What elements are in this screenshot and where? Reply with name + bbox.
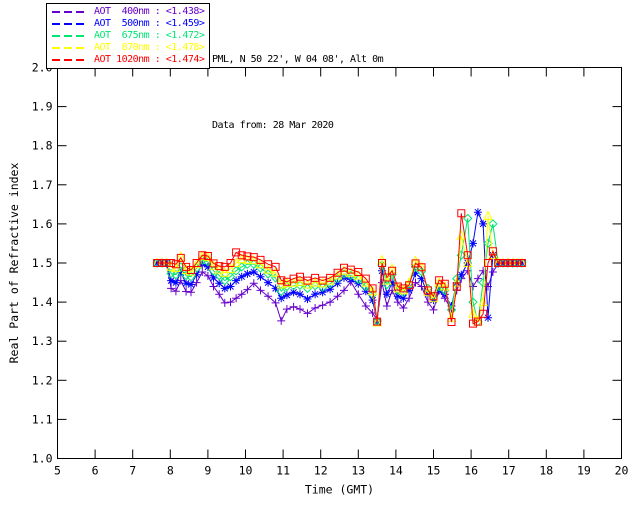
y-axis-tick-labels: 1.01.11.21.31.41.51.61.71.81.92.0 (32, 61, 53, 466)
legend-item: AOT 1020nm : <1.474> (51, 54, 205, 66)
y-tick-label: 1.0 (32, 452, 53, 466)
header-text: PML, N 50 22', W 04 08', Alt 0m Data fro… (212, 5, 384, 181)
x-tick-label: 7 (129, 464, 136, 478)
series-line-aot-400nm (157, 262, 522, 323)
y-axis-ticks (57, 67, 622, 459)
legend-item-label: AOT 870nm : <1.478> (94, 42, 205, 53)
legend-item-label: AOT 675nm : <1.472> (94, 30, 205, 41)
legend-item: AOT 675nm : <1.472> (51, 30, 205, 42)
legend-item: AOT 870nm : <1.478> (51, 42, 205, 54)
x-tick-label: 11 (276, 464, 290, 478)
x-axis-tick-labels: 5 6 7 8 9 10 11 12 13 14 15 16 17 18 19 20 (54, 464, 628, 478)
x-tick-label: 5 (54, 464, 61, 478)
y-tick-label: 1.2 (32, 373, 53, 387)
x-tick-label: 20 (615, 464, 629, 478)
y-tick-label: 1.7 (32, 178, 53, 192)
data-date-line: Data from: 28 Mar 2020 (212, 120, 334, 131)
series-line-aot-675nm (157, 218, 522, 322)
station-location-line: PML, N 50 22', W 04 08', Alt 0m (212, 54, 384, 65)
legend-line-swatch (52, 11, 88, 13)
x-tick-label: 8 (167, 464, 174, 478)
y-axis-title: Real Part of Refractive index (7, 163, 21, 364)
y-tick-label: 1.5 (32, 256, 53, 270)
x-tick-label: 9 (204, 464, 211, 478)
x-tick-label: 13 (351, 464, 365, 478)
y-tick-label: 1.9 (32, 100, 53, 114)
legend-line-swatch (52, 47, 88, 49)
legend-item-label: AOT 1020nm : <1.474> (94, 54, 205, 65)
legend-line-swatch (52, 59, 88, 61)
y-tick-label: 1.3 (32, 334, 53, 348)
x-tick-label: 17 (502, 464, 516, 478)
x-tick-label: 10 (239, 464, 253, 478)
x-tick-label: 6 (92, 464, 99, 478)
legend-item: AOT 400nm : <1.438> (51, 6, 205, 18)
legend-line-swatch (52, 35, 88, 37)
legend-item: AOT 500nm : <1.459> (51, 18, 205, 30)
x-tick-label: 16 (464, 464, 478, 478)
series-markers-aot-1020nm (153, 209, 526, 328)
legend-item-label: AOT 500nm : <1.459> (94, 18, 205, 29)
x-tick-label: 19 (577, 464, 591, 478)
legend-box: AOT 400nm : <1.438> AOT 500nm : <1.459> AO… (46, 3, 211, 69)
y-tick-label: 1.1 (32, 412, 53, 426)
x-tick-label: 18 (539, 464, 553, 478)
legend-line-swatch (52, 23, 88, 25)
y-tick-label: 1.8 (32, 139, 53, 153)
x-tick-label: 15 (427, 464, 441, 478)
x-tick-label: 12 (314, 464, 328, 478)
x-tick-label: 14 (389, 464, 403, 478)
legend-item-label: AOT 400nm : <1.438> (94, 6, 205, 17)
x-axis-title: Time (GMT) (305, 483, 374, 497)
y-tick-label: 1.6 (32, 217, 53, 231)
y-tick-label: 1.4 (32, 295, 53, 309)
x-axis-ticks (57, 67, 622, 459)
